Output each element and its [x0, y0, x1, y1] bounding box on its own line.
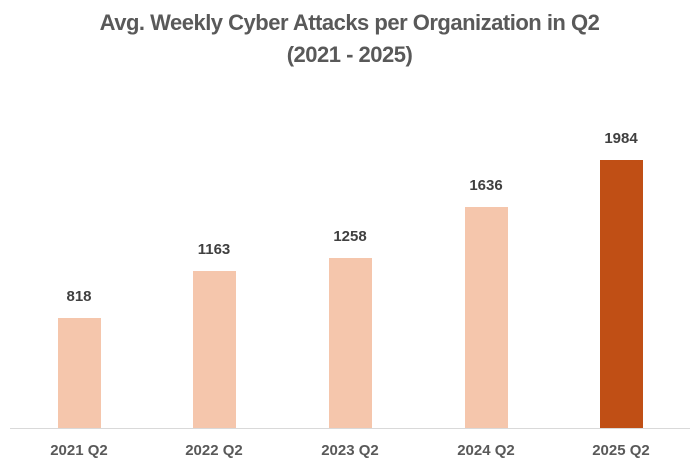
x-tick-label: 2023 Q2: [321, 442, 379, 459]
bar-2024-q2: [465, 207, 508, 428]
data-label: 1258: [333, 228, 367, 245]
data-label: 1163: [197, 241, 231, 258]
bar-2021-q2: [58, 318, 101, 428]
bar-2023-q2: [329, 258, 372, 428]
x-tick-label: 2022 Q2: [185, 442, 243, 459]
chart-subtitle: (2021 - 2025): [286, 42, 413, 67]
chart-title: Avg. Weekly Cyber Attacks per Organizati…: [99, 10, 600, 35]
data-label: 818: [66, 288, 92, 305]
x-axis-line: [10, 428, 690, 429]
x-tick-label: 2025 Q2: [592, 442, 650, 459]
bar-2022-q2: [193, 271, 236, 428]
bar-2025-q2: [600, 160, 643, 428]
data-label: 1636: [469, 177, 503, 194]
data-label: 1984: [604, 130, 638, 147]
x-tick-label: 2021 Q2: [50, 442, 108, 459]
x-tick-label: 2024 Q2: [457, 442, 515, 459]
